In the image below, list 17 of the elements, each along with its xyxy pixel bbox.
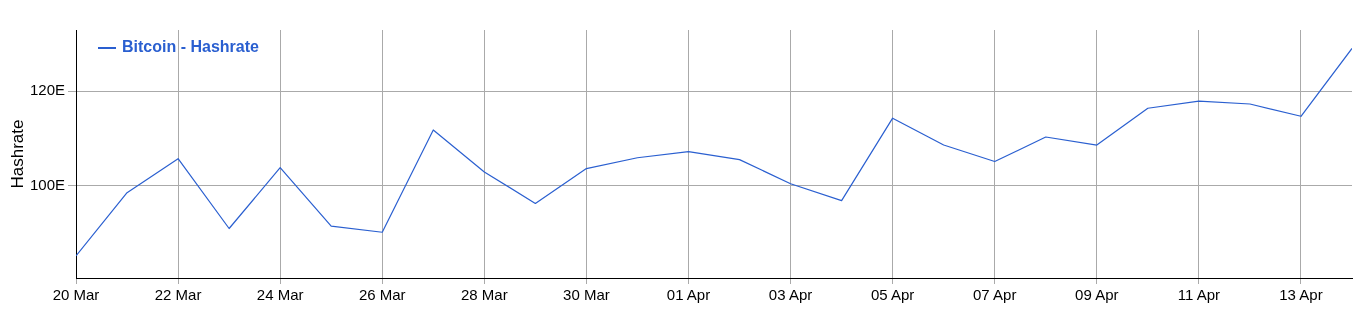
x-tick-label: 09 Apr — [1075, 286, 1119, 304]
x-tick-label: 20 Mar — [52, 286, 100, 304]
y-tick-label: 120E — [29, 81, 65, 99]
x-tick-label: 01 Apr — [666, 286, 711, 304]
y-axis-title: Hashrate — [7, 119, 27, 189]
x-tick-label: 07 Apr — [973, 286, 1017, 304]
x-tick-label: 13 Apr — [1279, 286, 1323, 304]
legend-label: Bitcoin - Hashrate — [122, 38, 260, 56]
x-tick-label: 11 Apr — [1177, 286, 1221, 304]
x-tick-label: 30 Mar — [563, 286, 610, 304]
y-tick-label: 100E — [29, 175, 65, 193]
x-tick-label: 24 Mar — [256, 286, 304, 304]
x-tick-label: 03 Apr — [768, 286, 813, 304]
x-tick-label: 05 Apr — [870, 286, 915, 304]
x-tick-label: 22 Mar — [154, 286, 202, 304]
x-tick-label: 28 Mar — [460, 286, 508, 304]
x-tick-label: 26 Mar — [358, 286, 406, 304]
